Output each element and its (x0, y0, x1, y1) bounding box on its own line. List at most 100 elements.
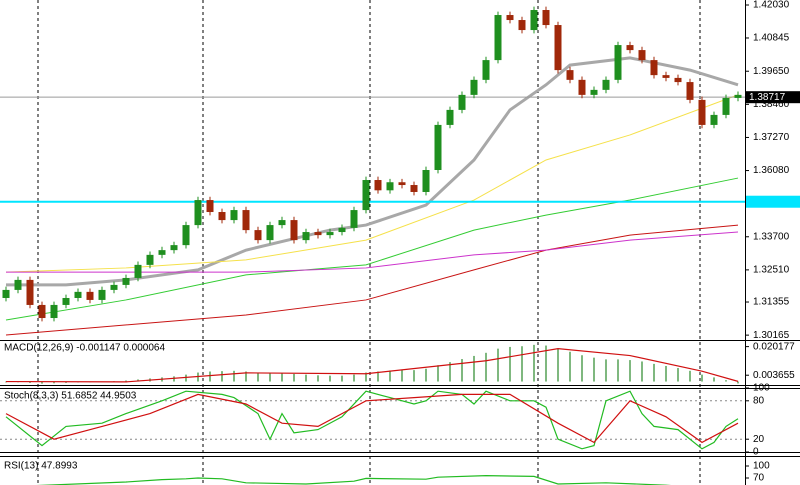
indicator-line (5, 393, 739, 444)
candle-body (506, 15, 514, 21)
candle-body (662, 75, 670, 78)
panel (0, 6, 745, 336)
y-tick-label: 1.31355 (753, 297, 790, 308)
candle-body (182, 225, 190, 246)
panel (5, 344, 739, 384)
y-tick-label: 1.30165 (753, 330, 790, 341)
y-tick-label: 0.003655 (753, 370, 795, 381)
y-tick-label: 100 (753, 461, 770, 472)
y-tick-label: 100 (753, 383, 770, 394)
rsi-title: RSI(13) 47.8993 (4, 461, 78, 472)
candle-body (278, 220, 286, 226)
candle-body (302, 232, 310, 241)
candle-body (590, 89, 598, 95)
candle-body (710, 114, 718, 125)
candle-body (614, 45, 622, 80)
candle-body (686, 82, 694, 100)
candle-body (638, 50, 646, 61)
candle-body (566, 70, 574, 80)
y-tick-label: 20 (753, 434, 765, 445)
candle-body (86, 291, 94, 300)
candle-body (158, 250, 166, 255)
candle-body (206, 200, 214, 213)
candle-body (698, 99, 706, 125)
y-tick-label: 1.33700 (753, 231, 790, 242)
y-tick-label: 0.020177 (753, 341, 795, 352)
candle-body (602, 79, 610, 90)
candle-body (446, 109, 454, 125)
candle-body (650, 60, 658, 76)
y-tick-label: 80 (753, 395, 765, 406)
candle-body (134, 264, 142, 278)
candle-body (230, 210, 238, 221)
candle-body (326, 232, 334, 236)
indicator-line (6, 231, 739, 273)
candle-body (338, 227, 346, 233)
y-tick-label: 1.39650 (753, 66, 790, 77)
candle-body (482, 60, 490, 80)
stoch-title: Stoch(8,3,3) 51.6852 44.9503 (4, 391, 137, 402)
panel (0, 390, 745, 450)
candle-body (542, 10, 550, 26)
indicator-line (35, 474, 672, 485)
candle-body (122, 277, 130, 285)
candle-body (554, 25, 562, 71)
candle-body (530, 10, 538, 31)
candle-body (62, 297, 70, 305)
indicator-line (6, 56, 739, 287)
candle-body (386, 182, 394, 191)
candle-body (170, 245, 178, 251)
candle-body (242, 210, 250, 231)
y-tick-label: 1.32510 (753, 265, 790, 276)
candle-body (458, 94, 466, 110)
candle-body (494, 15, 502, 61)
candle-body (374, 180, 382, 191)
price-label-box (746, 91, 800, 104)
macd-title: MACD(12,26,9) -0.001147 0.000064 (4, 343, 165, 354)
candle-body (50, 304, 58, 319)
candle-body (266, 225, 274, 241)
candle-body (578, 79, 586, 95)
level-label-box (746, 195, 800, 208)
y-tick-label: 1.36080 (753, 165, 790, 176)
candle-body (290, 220, 298, 241)
candle-body (674, 77, 682, 83)
candle-body (146, 254, 154, 265)
candle-body (194, 200, 202, 226)
candle-body (518, 20, 526, 31)
indicator-line (5, 224, 739, 336)
candle-body (722, 97, 730, 115)
y-tick-label: 1.38460 (753, 99, 790, 110)
candle-body (422, 170, 430, 192)
candle-body (98, 289, 106, 300)
y-tick-label: 1.42030 (753, 0, 790, 11)
candle-body (626, 45, 634, 51)
candle-body (314, 232, 322, 236)
panel (35, 474, 672, 485)
candle-body (398, 182, 406, 186)
y-tick-label: 1.37270 (753, 132, 790, 143)
candle-body (218, 212, 226, 221)
candle-body (26, 279, 34, 305)
indicator-line (5, 94, 739, 273)
candle-body (14, 279, 22, 290)
candle-body (2, 289, 10, 298)
y-tick-label: 0 (753, 447, 759, 458)
candle-body (434, 124, 442, 170)
candle-body (470, 79, 478, 95)
candle-body (350, 210, 358, 228)
candle-body (110, 284, 118, 290)
price-label: 1.38717 (749, 92, 786, 103)
period-separators (37, 0, 701, 485)
candle-body (74, 291, 82, 298)
y-tick-label: 1.40845 (753, 33, 790, 44)
candle-body (362, 180, 370, 211)
candle-body (38, 304, 46, 319)
candle-body (734, 94, 742, 98)
candle-body (410, 185, 418, 192)
candle-body (254, 230, 262, 241)
